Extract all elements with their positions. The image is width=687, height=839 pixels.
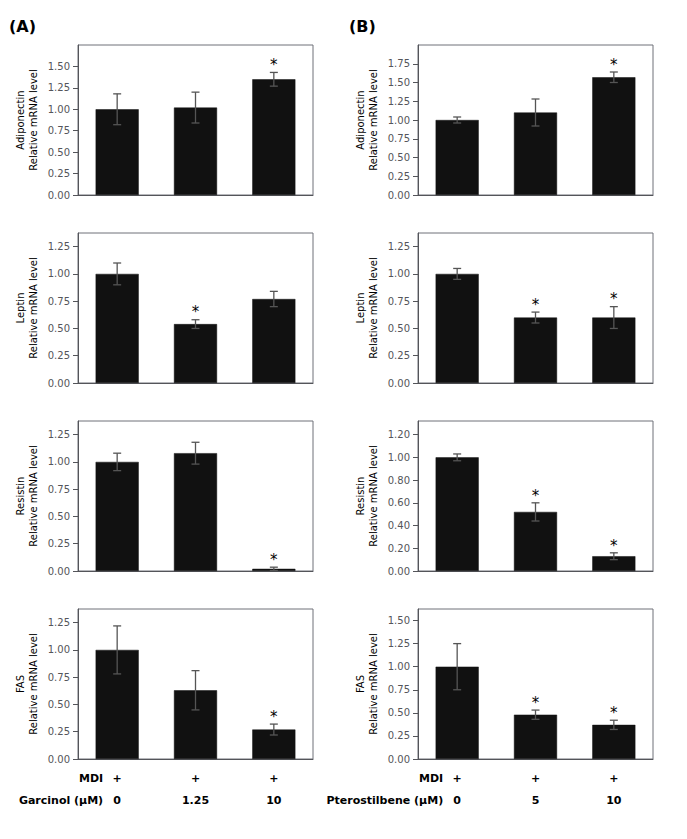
svg-text:*: *: [610, 704, 618, 722]
svg-text:*: *: [192, 303, 200, 321]
svg-text:0.50: 0.50: [388, 152, 410, 163]
svg-text:Resistin: Resistin: [355, 477, 366, 516]
svg-text:1.50: 1.50: [388, 77, 410, 88]
svg-text:0.50: 0.50: [48, 323, 70, 334]
svg-text:0.00: 0.00: [48, 378, 70, 389]
svg-text:0.00: 0.00: [48, 754, 70, 765]
svg-text:0.00: 0.00: [388, 190, 410, 201]
svg-text:0.75: 0.75: [388, 296, 410, 307]
svg-text:*: *: [532, 487, 540, 505]
svg-text:+: +: [453, 772, 462, 785]
svg-text:0.25: 0.25: [388, 730, 410, 741]
svg-text:0.25: 0.25: [48, 538, 70, 549]
svg-text:1.00: 1.00: [48, 268, 70, 279]
svg-text:Relative mRNA level: Relative mRNA level: [28, 445, 39, 546]
svg-text:1.00: 1.00: [388, 268, 410, 279]
svg-text:(A): (A): [9, 17, 36, 36]
svg-text:0.00: 0.00: [388, 566, 410, 577]
svg-text:+: +: [269, 772, 278, 785]
svg-text:*: *: [610, 290, 618, 308]
svg-text:Relative mRNA level: Relative mRNA level: [368, 257, 379, 358]
svg-text:1.00: 1.00: [388, 115, 410, 126]
svg-text:0: 0: [113, 794, 121, 807]
svg-text:(B): (B): [349, 17, 376, 36]
svg-text:Relative mRNA level: Relative mRNA level: [28, 257, 39, 358]
svg-text:0.50: 0.50: [48, 147, 70, 158]
svg-text:*: *: [532, 694, 540, 712]
svg-text:0.00: 0.00: [388, 754, 410, 765]
svg-text:0.25: 0.25: [48, 726, 70, 737]
svg-text:0.75: 0.75: [48, 296, 70, 307]
svg-text:0.75: 0.75: [388, 133, 410, 144]
svg-text:Adiponectin: Adiponectin: [15, 90, 26, 149]
svg-text:Relative mRNA level: Relative mRNA level: [28, 69, 39, 170]
svg-text:0.25: 0.25: [48, 350, 70, 361]
svg-text:0.75: 0.75: [48, 672, 70, 683]
svg-text:1.00: 1.00: [48, 456, 70, 467]
svg-text:+: +: [531, 772, 540, 785]
svg-text:10: 10: [606, 794, 622, 807]
svg-text:0.50: 0.50: [388, 323, 410, 334]
svg-text:0.60: 0.60: [388, 497, 410, 508]
svg-text:1.00: 1.00: [388, 661, 410, 672]
svg-text:*: *: [270, 551, 278, 569]
svg-text:1.00: 1.00: [48, 104, 70, 115]
svg-text:FAS: FAS: [355, 675, 366, 693]
svg-text:0.50: 0.50: [48, 699, 70, 710]
svg-text:Adiponectin: Adiponectin: [355, 90, 366, 149]
svg-text:0.25: 0.25: [48, 168, 70, 179]
svg-text:*: *: [610, 537, 618, 555]
svg-text:0: 0: [453, 794, 461, 807]
svg-text:Leptin: Leptin: [15, 293, 26, 324]
svg-text:MDI: MDI: [419, 772, 443, 785]
svg-text:5: 5: [532, 794, 540, 807]
svg-text:1.50: 1.50: [48, 61, 70, 72]
svg-text:0.20: 0.20: [388, 543, 410, 554]
svg-text:1.25: 1.25: [48, 429, 70, 440]
svg-text:0.00: 0.00: [48, 190, 70, 201]
svg-text:FAS: FAS: [15, 675, 26, 693]
svg-text:1.25: 1.25: [182, 794, 209, 807]
svg-text:0.75: 0.75: [48, 484, 70, 495]
svg-text:Garcinol (μM): Garcinol (μM): [19, 794, 103, 807]
svg-text:MDI: MDI: [79, 772, 103, 785]
svg-text:1.25: 1.25: [388, 638, 410, 649]
svg-text:1.25: 1.25: [48, 241, 70, 252]
svg-text:+: +: [191, 772, 200, 785]
svg-text:1.25: 1.25: [48, 82, 70, 93]
svg-text:0.00: 0.00: [48, 566, 70, 577]
svg-text:*: *: [532, 296, 540, 314]
svg-text:*: *: [610, 56, 618, 74]
svg-text:10: 10: [266, 794, 282, 807]
svg-text:1.20: 1.20: [388, 429, 410, 440]
svg-text:Relative mRNA level: Relative mRNA level: [28, 633, 39, 734]
svg-text:Resistin: Resistin: [15, 477, 26, 516]
svg-text:0.50: 0.50: [48, 511, 70, 522]
svg-text:1.50: 1.50: [388, 615, 410, 626]
svg-text:0.75: 0.75: [48, 125, 70, 136]
svg-text:1.75: 1.75: [388, 58, 410, 69]
svg-text:Relative mRNA level: Relative mRNA level: [368, 445, 379, 546]
svg-text:0.80: 0.80: [388, 475, 410, 486]
svg-text:1.25: 1.25: [48, 617, 70, 628]
svg-text:1.25: 1.25: [388, 96, 410, 107]
svg-text:1.00: 1.00: [388, 452, 410, 463]
svg-text:Relative mRNA level: Relative mRNA level: [368, 69, 379, 170]
svg-text:Pterostilbene (μM): Pterostilbene (μM): [326, 794, 443, 807]
svg-text:0.50: 0.50: [388, 707, 410, 718]
svg-text:+: +: [113, 772, 122, 785]
svg-text:0.00: 0.00: [388, 378, 410, 389]
svg-text:*: *: [270, 708, 278, 726]
svg-text:0.40: 0.40: [388, 520, 410, 531]
svg-text:Leptin: Leptin: [355, 293, 366, 324]
svg-text:1.00: 1.00: [48, 644, 70, 655]
svg-text:0.25: 0.25: [388, 171, 410, 182]
svg-text:*: *: [270, 56, 278, 74]
svg-text:+: +: [609, 772, 618, 785]
svg-text:0.25: 0.25: [388, 350, 410, 361]
svg-text:1.25: 1.25: [388, 241, 410, 252]
svg-text:0.75: 0.75: [388, 684, 410, 695]
svg-text:Relative mRNA level: Relative mRNA level: [368, 633, 379, 734]
